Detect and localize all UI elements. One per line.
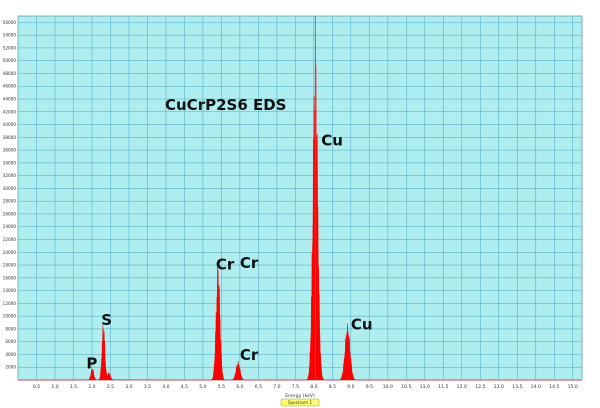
peak-label: Cr [216,256,235,274]
y-tick-label: 34000 [3,160,17,165]
x-tick-label: 1.0 [51,384,58,390]
x-tick-label: 7.5 [292,384,299,390]
x-tick-label: 13.0 [494,384,504,390]
y-tick-label: 2000 [5,365,16,370]
y-tick-label: 6000 [5,339,16,344]
y-tick-label: 26000 [3,211,17,216]
y-tick-label: 24000 [3,224,17,229]
x-tick-label: 6.5 [255,384,262,390]
y-tick-label: 8000 [5,326,16,331]
x-tick-label: 7.0 [273,384,280,390]
y-tick-label: 14000 [3,288,17,293]
y-tick-label: 12000 [3,301,17,306]
x-tick-label: 11.5 [438,384,448,390]
x-tick-label: 4.5 [181,384,188,390]
grid [17,15,583,381]
x-tick-label: 12.5 [475,384,485,390]
y-tick-label: 42000 [3,109,17,114]
y-tick-label: 40000 [3,122,17,127]
x-tick-label: 5.5 [218,384,225,390]
x-tick-label: 12.0 [457,384,467,390]
peak-label: Cu [351,316,373,334]
y-tick-label: 4000 [5,352,16,357]
x-tick-label: 4.0 [162,384,169,390]
y-tick-label: 18000 [3,263,17,268]
x-axis-ticks: 0.5 1.0 1.5 2.0 2.5 3.0 3.5 4.0 4.5 5.0 5.5 6.0 6.5 7… [33,384,578,390]
y-tick-label: 16000 [3,275,17,280]
x-tick-label: 15.0 [568,384,578,390]
y-axis-ticks: 2000 4000 6000 8000 10000 12000 14000 16000 1800… [3,20,17,370]
plot-area [18,16,582,380]
peak-label: P [86,355,97,373]
y-tick-label: 38000 [3,135,17,140]
x-tick-label: 9.0 [347,384,354,390]
y-tick-label: 44000 [3,97,17,102]
x-tick-label: 1.5 [70,384,77,390]
y-tick-label: 50000 [3,58,17,63]
peak-label: Cr [240,254,259,272]
x-tick-label: 3.5 [144,384,151,390]
y-tick-label: 10000 [3,314,17,319]
spectrum-series [18,33,582,381]
peak-label: Cr [240,346,259,364]
chart-title: CuCrP2S6 EDS [165,96,287,114]
x-tick-label: 2.0 [88,384,95,390]
y-tick-label: 32000 [3,173,17,178]
x-tick-label: 0.5 [33,384,40,390]
x-tick-label: 10.5 [401,384,411,390]
x-tick-label: 13.5 [512,384,522,390]
legend-label: Spectrum 1 [288,400,313,405]
x-tick-label: 2.5 [107,384,114,390]
y-tick-label: 56000 [3,20,17,25]
x-tick-label: 11.0 [420,384,430,390]
x-tick-label: 10.0 [383,384,393,390]
x-tick-label: 8.0 [310,384,317,390]
legend: Spectrum 1 [280,398,320,407]
peak-label: Cu [321,132,343,150]
x-tick-label: 9.5 [366,384,373,390]
x-tick-label: 14.5 [549,384,559,390]
legend-swatch [280,398,320,407]
y-tick-label: 30000 [3,186,17,191]
peak-annotations: P S Cr Cr Cr Cu Cu [86,132,372,373]
x-tick-label: 5.0 [199,384,206,390]
y-tick-label: 48000 [3,71,17,76]
y-tick-label: 46000 [3,84,17,89]
y-tick-label: 28000 [3,199,17,204]
x-tick-label: 14.0 [531,384,541,390]
y-tick-label: 20000 [3,250,17,255]
y-tick-label: 52000 [3,45,17,50]
y-tick-label: 54000 [3,33,17,38]
x-axis-label: Energy (keV) [285,393,315,399]
x-tick-label: 3.0 [125,384,132,390]
y-tick-label: 36000 [3,148,17,153]
y-tick-label: 22000 [3,237,17,242]
x-tick-label: 8.5 [329,384,336,390]
peak-label: S [101,311,112,329]
x-tick-label: 6.0 [236,384,243,390]
